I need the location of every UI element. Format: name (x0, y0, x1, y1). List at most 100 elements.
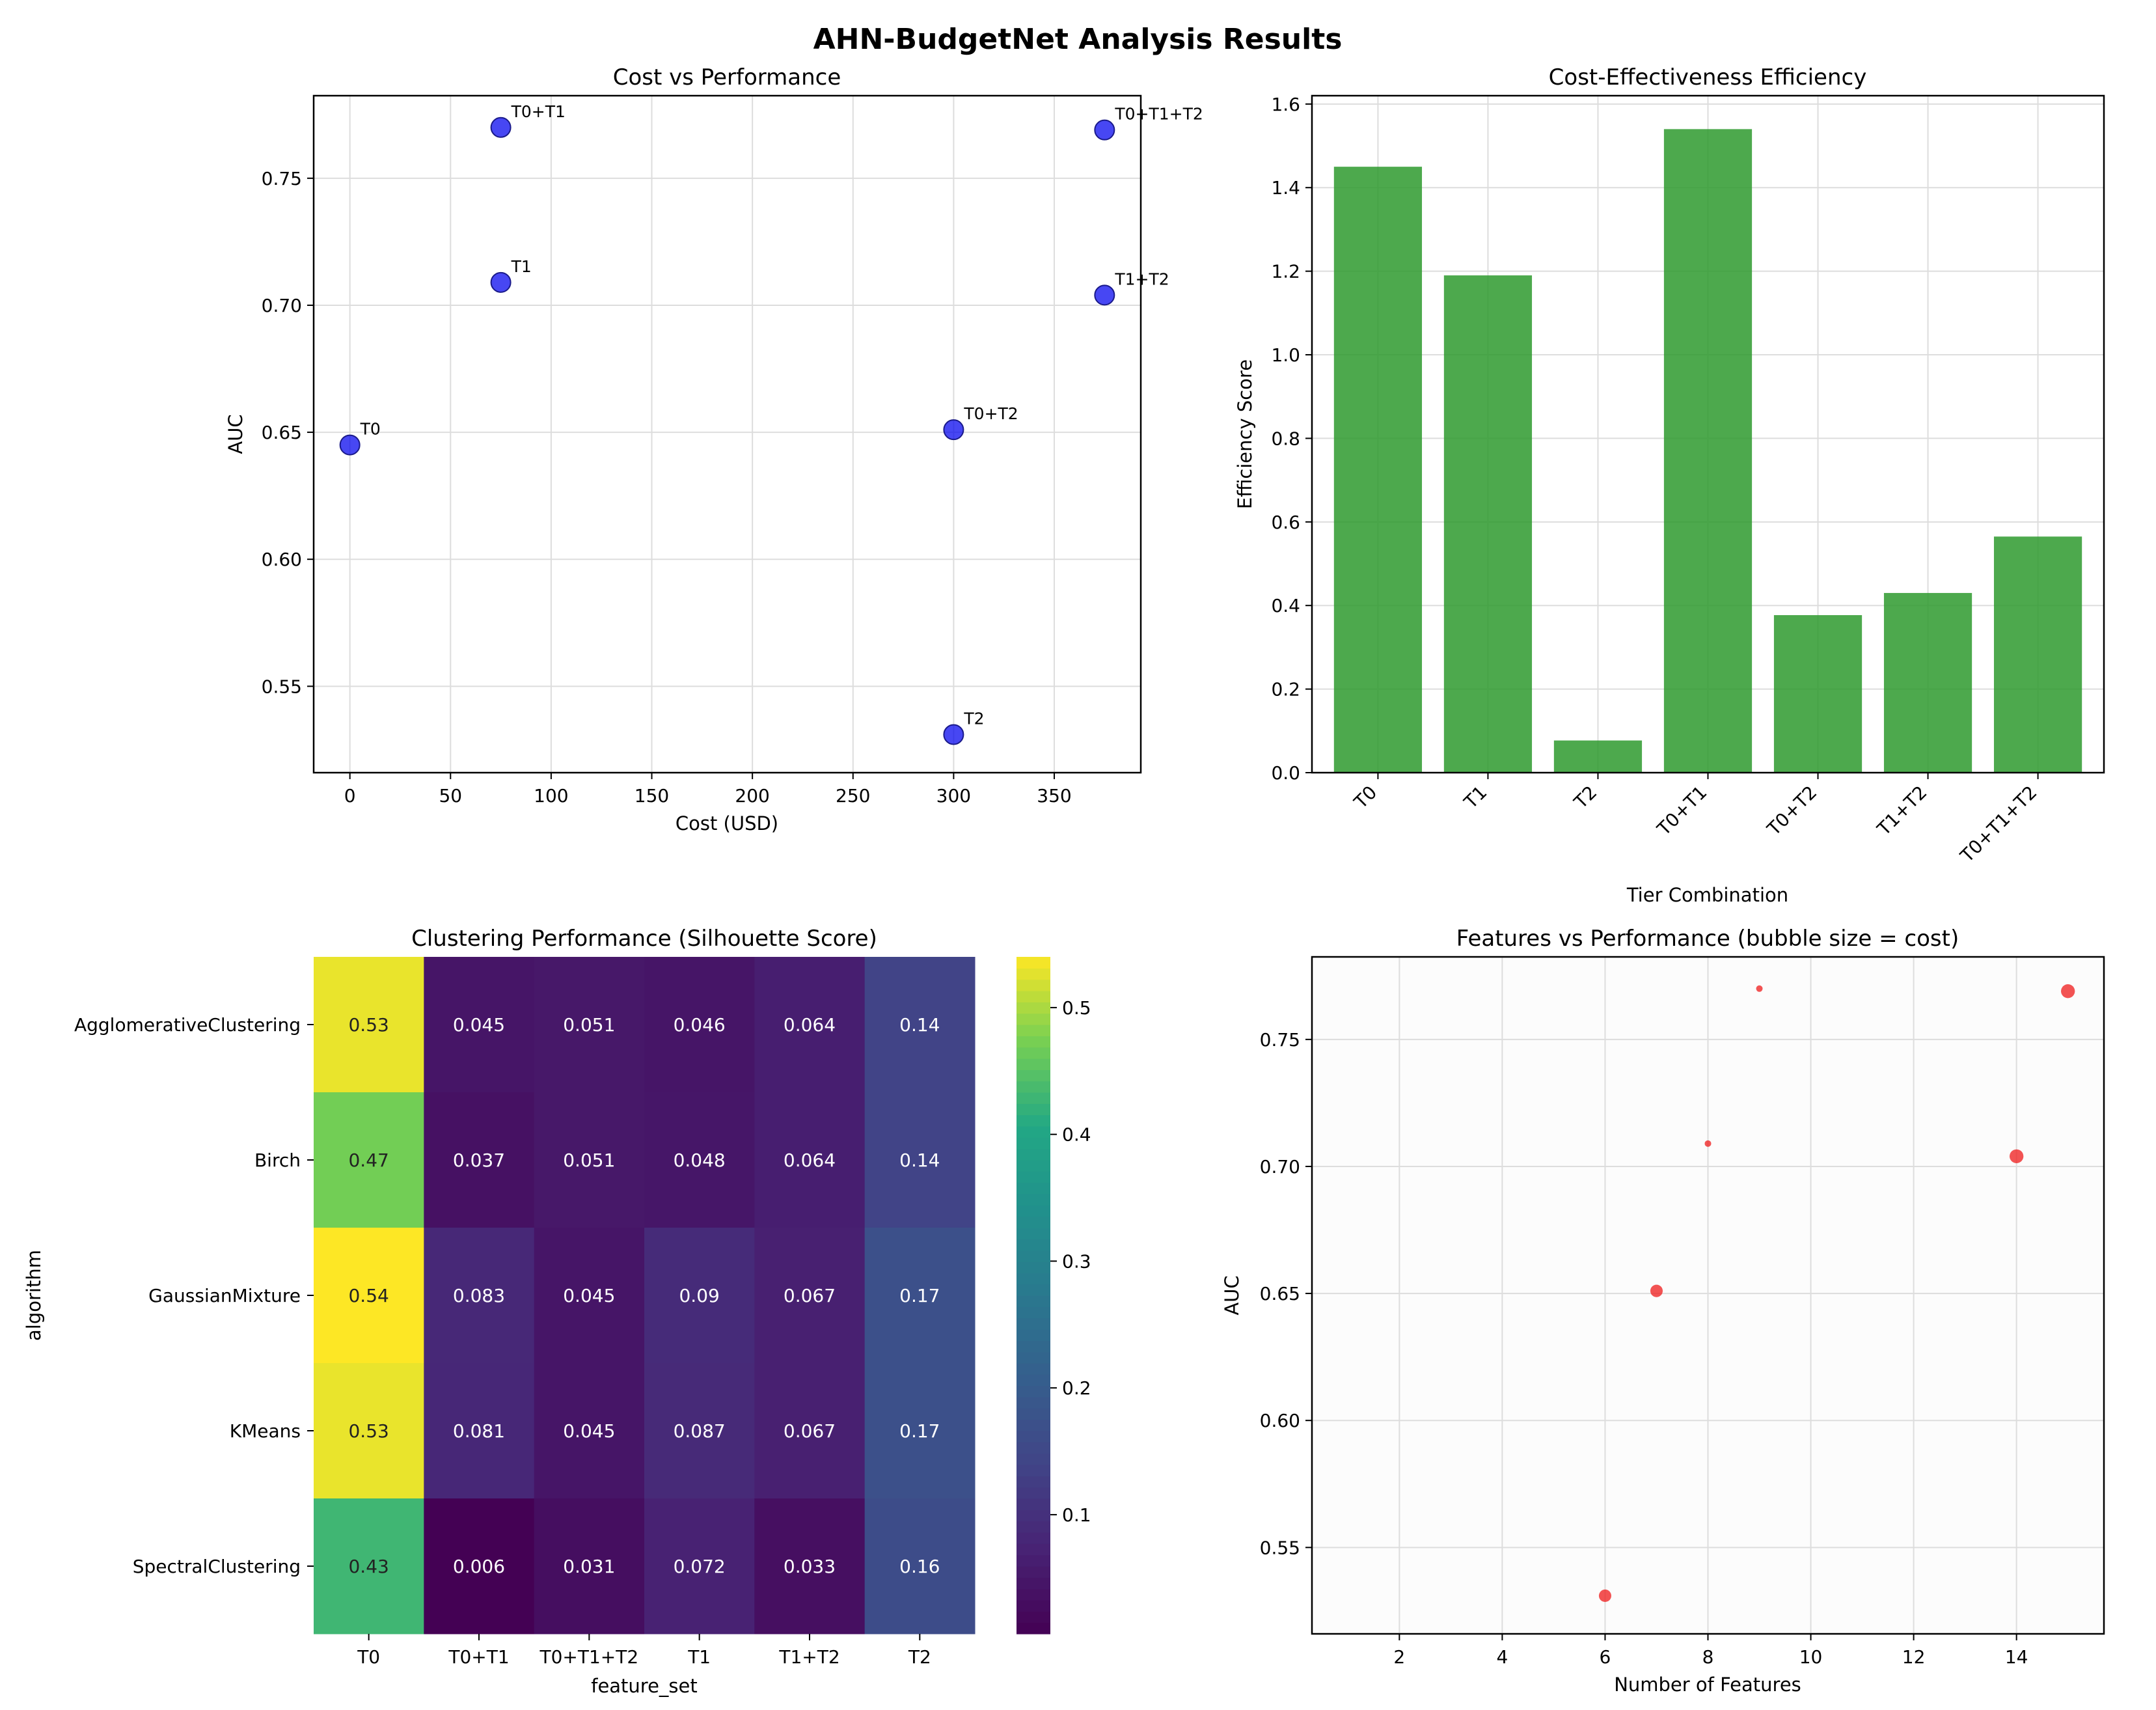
p3-cell (754, 1363, 866, 1499)
p2-y-tick-label: 0.2 (1271, 679, 1300, 700)
p2-y-label: Efficiency Score (1234, 359, 1256, 509)
p1-point-label: T1+T2 (1114, 269, 1169, 288)
p3-colorbar-segment (1017, 1374, 1050, 1386)
p1-x-tick-label: 350 (1037, 785, 1071, 807)
p3-cell (314, 1363, 424, 1499)
p3-y-tick-label: KMeans (230, 1420, 301, 1442)
p3-colorbar-segment (1017, 1284, 1050, 1296)
p2-y-tick-label: 1.2 (1271, 261, 1300, 283)
p3-cell (534, 1363, 645, 1499)
p1-point (1094, 119, 1115, 141)
p4-bubble (1704, 1140, 1712, 1147)
p3-cell-label: 0.53 (348, 1420, 389, 1442)
p4-y-tick-label: 0.65 (1260, 1283, 1300, 1304)
p3-y-tick-label: Birch (254, 1150, 301, 1171)
p4-y-label: AUC (1221, 1275, 1243, 1315)
p1-point-label: T1 (511, 257, 532, 276)
p1-point-label: T0+T1+T2 (1114, 105, 1203, 124)
p1-y-tick-label: 0.60 (262, 549, 302, 570)
p3-colorbar-segment (1017, 1476, 1050, 1488)
p3-colorbar-segment (1017, 1622, 1050, 1634)
p3-cell (424, 1092, 535, 1228)
p1-x-tick-label: 250 (836, 785, 870, 807)
p3-cell (754, 1092, 866, 1228)
p3-cell (424, 1228, 535, 1364)
p3-colorbar-segment (1017, 1047, 1050, 1059)
p1-y-tick-label: 0.70 (262, 295, 302, 316)
p4-bubble (2010, 1149, 2024, 1163)
p3-cell-label: 0.081 (453, 1420, 505, 1442)
p1-x-tick-label: 150 (635, 785, 669, 807)
p3-colorbar-segment (1017, 1058, 1050, 1070)
p3-colorbar-segment (1017, 1397, 1050, 1409)
p3-y-tick-label: AgglomerativeClustering (74, 1014, 301, 1036)
p3-colorbar-segment (1017, 1194, 1050, 1206)
p3-x-tick-label: T1 (687, 1646, 711, 1668)
p4-y-tick-label: 0.75 (1260, 1029, 1300, 1051)
p3-cell-label: 0.54 (348, 1285, 389, 1306)
p3-colorbar: 0.1 0.2 0.3 0.4 0.5 (1017, 957, 1091, 1634)
features-vs-performance-chart: 2 4 6 8 10 12 14 0.55 0.60 0.65 0.70 0.75 Features… (1221, 926, 2105, 1696)
p3-colorbar-segment (1017, 1554, 1050, 1567)
p3-colorbar-segment (1017, 1148, 1050, 1161)
p3-colorbar-segment (1017, 1171, 1050, 1183)
p3-cell-label: 0.051 (563, 1150, 615, 1171)
p3-colorbar-segment (1017, 1442, 1050, 1454)
p3-colorbar-segment (1017, 1092, 1050, 1104)
p4-x-tick-label: 4 (1496, 1646, 1508, 1668)
p3-colorbar-segment (1017, 1453, 1050, 1465)
p3-colorbar-segment (1017, 1137, 1050, 1150)
p3-colorbar-segment (1017, 1317, 1050, 1330)
p2-bars (1333, 129, 2082, 773)
p4-axes-frame (1311, 956, 2105, 1635)
p3-colorbar-segment (1017, 1205, 1050, 1217)
p1-point-label: T0+T2 (963, 404, 1018, 423)
p4-bubble (2061, 984, 2075, 999)
p1-point-label: T0+T1 (511, 102, 566, 121)
p2-title: Cost-Effectiveness Efficiency (1549, 64, 1867, 90)
p3-colorbar-segment (1017, 1160, 1050, 1172)
p3-colorbar-segment (1017, 979, 1050, 991)
p3-cell-label: 0.09 (679, 1285, 719, 1306)
p4-x-tick-label: 12 (1902, 1646, 1926, 1668)
p3-colorbar-segment (1017, 1510, 1050, 1522)
p3-colorbar-segment (1017, 1273, 1050, 1285)
p3-x-label: feature_set (591, 1675, 698, 1697)
p1-x-tick-label: 0 (344, 785, 356, 807)
p3-cell-label: 0.17 (899, 1420, 940, 1442)
p3-cell (424, 1363, 535, 1499)
p3-colorbar-segment (1017, 1521, 1050, 1533)
p3-cell-label: 0.064 (784, 1150, 836, 1171)
p3-cell (754, 1228, 866, 1364)
p2-bar (1443, 275, 1533, 773)
p3-colorbar-segment (1017, 1036, 1050, 1048)
p4-bubble (1756, 985, 1763, 992)
p4-bubble (1650, 1284, 1663, 1297)
p3-cell-label: 0.16 (899, 1556, 940, 1577)
p1-point (490, 117, 512, 138)
p3-cell-label: 0.067 (784, 1420, 836, 1442)
p2-axes-frame (1311, 94, 2105, 774)
p1-point (1094, 284, 1115, 306)
p4-x-tick-label: 14 (2005, 1646, 2028, 1668)
p4-y-tick-label: 0.55 (1260, 1537, 1300, 1558)
p3-cell-label: 0.17 (899, 1285, 940, 1306)
p3-cell-label: 0.14 (899, 1150, 940, 1171)
p3-cell (424, 1498, 535, 1634)
p1-grid (314, 96, 1141, 773)
p3-colorbar-tick-label: 0.3 (1062, 1250, 1091, 1272)
p2-y-tick-label: 1.0 (1271, 344, 1300, 366)
p1-point-label: T0 (360, 420, 381, 439)
p3-cell (314, 1498, 424, 1634)
p2-bar (1883, 592, 1972, 773)
p1-point-label: T2 (963, 709, 984, 728)
p1-y-tick-label: 0.65 (262, 422, 302, 443)
p3-cell-label: 0.087 (674, 1420, 726, 1442)
p3-cell-label: 0.045 (453, 1014, 505, 1036)
p1-x-label: Cost (USD) (675, 812, 778, 834)
p3-cell (864, 1092, 976, 1228)
p3-colorbar-segment (1017, 1340, 1050, 1353)
figure-title: AHN-BudgetNet Analysis Results (813, 23, 1343, 56)
p3-colorbar-segment (1017, 1566, 1050, 1578)
p3-cell (644, 957, 755, 1093)
